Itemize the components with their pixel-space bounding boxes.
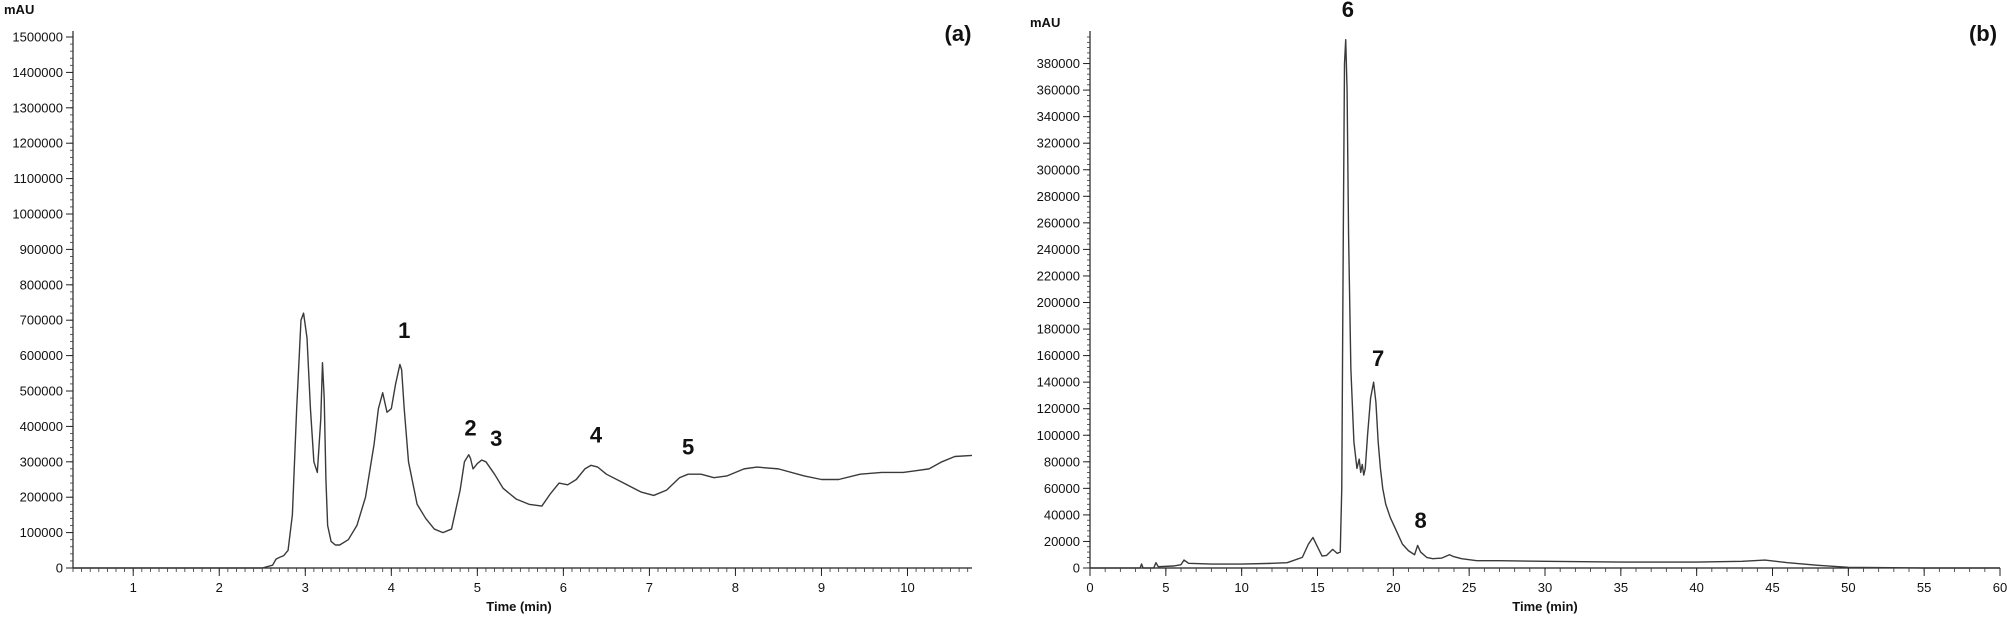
y-tick-label: 100000 — [20, 525, 63, 540]
x-tick-label: 35 — [1614, 580, 1628, 595]
x-tick-label: 2 — [216, 580, 223, 595]
y-tick-label: 200000 — [20, 490, 63, 505]
y-tick-label: 900000 — [20, 242, 63, 257]
y-tick-label: 280000 — [1037, 189, 1080, 204]
x-tick-label: 1 — [130, 580, 137, 595]
peak-label: 3 — [490, 426, 502, 451]
x-tick-label: 8 — [732, 580, 739, 595]
y-tick-label: 400000 — [20, 419, 63, 434]
panel-b-y-ticks: 0 20000 40000 60000 80000 100000 120000 140000 1… — [1037, 36, 1090, 576]
x-tick-label: 60 — [1993, 580, 2007, 595]
peak-label: 6 — [1342, 0, 1354, 22]
y-tick-label: 340000 — [1037, 109, 1080, 124]
x-tick-label: 10 — [900, 580, 914, 595]
x-tick-label: 30 — [1538, 580, 1552, 595]
y-tick-label: 1000000 — [12, 207, 63, 222]
y-tick-label: 240000 — [1037, 242, 1080, 257]
y-tick-label: 500000 — [20, 384, 63, 399]
y-tick-label: 1500000 — [12, 30, 63, 45]
panel-b-x-ticks: 0 5 10 15 20 25 30 35 40 45 50 55 60 — [1086, 568, 2007, 595]
y-tick-label: 300000 — [1037, 162, 1080, 177]
y-tick-label: 160000 — [1037, 348, 1080, 363]
x-tick-label: 15 — [1310, 580, 1324, 595]
y-tick-label: 0 — [56, 561, 63, 576]
peak-label: 7 — [1372, 346, 1384, 371]
y-tick-label: 1400000 — [12, 65, 63, 80]
peak-label: 4 — [590, 422, 603, 447]
panel-a-y-ticks: 0 100000 200000 300000 400000 500000 600000 700… — [12, 30, 73, 576]
y-tick-label: 20000 — [1044, 534, 1080, 549]
y-tick-label: 180000 — [1037, 322, 1080, 337]
y-tick-label: 320000 — [1037, 136, 1080, 151]
y-tick-label: 100000 — [1037, 428, 1080, 443]
panel-a-trace-line — [73, 312, 973, 569]
x-tick-label: 9 — [818, 580, 825, 595]
x-tick-label: 25 — [1462, 580, 1476, 595]
panel-b-y-unit: mAU — [1030, 15, 1060, 30]
x-tick-label: 50 — [1841, 580, 1855, 595]
y-tick-label: 380000 — [1037, 56, 1080, 71]
x-tick-label: 5 — [1162, 580, 1169, 595]
x-tick-label: 40 — [1689, 580, 1703, 595]
peak-label: 8 — [1415, 508, 1427, 533]
x-tick-label: 45 — [1765, 580, 1779, 595]
y-tick-label: 1100000 — [13, 171, 63, 186]
x-tick-label: 5 — [474, 580, 481, 595]
y-tick-label: 260000 — [1037, 215, 1080, 230]
x-tick-label: 55 — [1917, 580, 1931, 595]
y-tick-label: 600000 — [20, 348, 63, 363]
panel-a-y-unit: mAU — [4, 2, 34, 17]
x-tick-label: 3 — [302, 580, 309, 595]
y-tick-label: 60000 — [1044, 481, 1080, 496]
y-tick-label: 0 — [1073, 561, 1080, 576]
panel-b-x-title: Time (min) — [1512, 599, 1578, 614]
x-tick-label: 4 — [388, 580, 395, 595]
y-tick-label: 300000 — [20, 454, 63, 469]
y-tick-label: 120000 — [1037, 401, 1080, 416]
y-tick-label: 140000 — [1037, 375, 1080, 390]
y-tick-label: 80000 — [1044, 454, 1080, 469]
y-tick-label: 700000 — [20, 313, 63, 328]
panel-b-trace-line — [1090, 38, 2000, 569]
panel-b-peak-labels: 6 7 8 — [1342, 0, 1427, 533]
x-tick-label: 0 — [1086, 580, 1093, 595]
x-tick-label: 6 — [560, 580, 567, 595]
y-tick-label: 40000 — [1044, 507, 1080, 522]
y-tick-label: 1200000 — [12, 136, 63, 151]
x-tick-label: 7 — [646, 580, 653, 595]
x-tick-label: 10 — [1234, 580, 1248, 595]
peak-label: 1 — [398, 318, 410, 343]
peak-label: 5 — [682, 435, 694, 460]
peak-label: 2 — [464, 415, 476, 440]
y-tick-label: 1300000 — [12, 100, 63, 115]
panel-a-x-title: Time (min) — [486, 599, 552, 614]
y-tick-label: 800000 — [20, 277, 63, 292]
panel-a-x-ticks: 1 2 3 4 5 6 7 8 9 10 — [72, 568, 969, 595]
y-tick-label: 220000 — [1037, 268, 1080, 283]
panel-a-label: (a) — [945, 21, 972, 46]
x-tick-label: 20 — [1386, 580, 1400, 595]
y-tick-label: 360000 — [1037, 83, 1080, 98]
panel-a: 0 100000 200000 300000 400000 500000 600000 700… — [4, 2, 973, 614]
y-tick-label: 200000 — [1037, 295, 1080, 310]
panel-b: 0 20000 40000 60000 80000 100000 120000 140000 1… — [1030, 0, 2007, 614]
panel-b-label: (b) — [1969, 21, 1997, 46]
panel-a-peak-labels: 12 3 4 5 — [398, 318, 694, 460]
